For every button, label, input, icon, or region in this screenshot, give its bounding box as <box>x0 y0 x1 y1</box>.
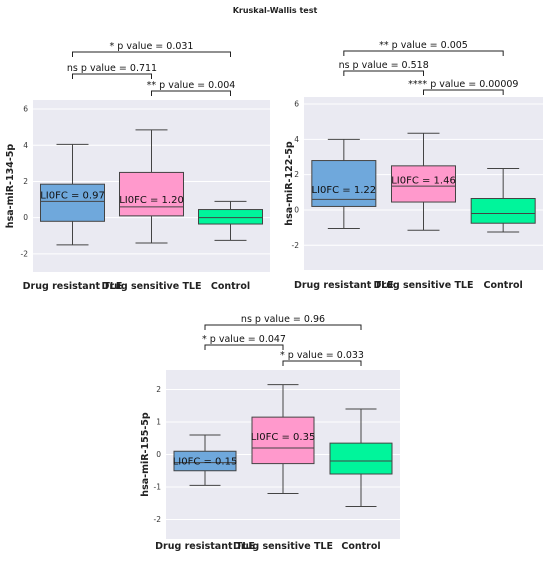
y-tick-label: 0 <box>156 450 161 459</box>
box-body <box>119 171 184 217</box>
chart-panel-2: -2 0 2 4 6 hsa-miR-122-5p LI0FC = 1.22 LI0FC = … <box>284 40 543 291</box>
y-axis-label: hsa-miR-122-5p <box>284 141 295 226</box>
significance-label: ns p value = 0.518 <box>339 60 429 71</box>
box-1 <box>40 143 105 246</box>
significance-bracket <box>343 70 424 76</box>
l2fc-label: LI0FC = 1.20 <box>119 195 184 206</box>
box-3 <box>329 408 393 507</box>
l2fc-label: LI0FC = 0.15 <box>173 457 238 468</box>
significance-label: **** p value = 0.00009 <box>408 79 518 90</box>
box-body <box>391 165 456 203</box>
y-tick-label: 0 <box>294 205 299 214</box>
box-body <box>329 442 393 475</box>
x-tick-label: Drug resistant TLE <box>155 541 255 552</box>
x-tick-label: Control <box>341 541 380 552</box>
y-tick-label: 2 <box>156 385 161 394</box>
x-tick-label: Control <box>484 280 523 291</box>
significance-bracket <box>151 90 231 96</box>
significance-bracket <box>282 360 362 366</box>
y-tick-label: 0 <box>23 213 28 222</box>
significance-bracket <box>204 344 284 350</box>
chart-panel-3: -2 -1 0 1 2 hsa-miR-155-5p LI0FC = 0.15 LI0FC =… <box>140 314 400 552</box>
chart-panel-1: -2 0 2 4 6 hsa-miR-134-5p LI0FC = 0.97 LI0FC = … <box>5 41 270 292</box>
y-tick-label: 6 <box>294 100 299 109</box>
significance-label: * p value = 0.033 <box>280 350 364 361</box>
box-3 <box>470 167 536 233</box>
significance-bracket <box>72 51 231 57</box>
y-tick-label: -2 <box>21 249 29 258</box>
l2fc-label: LI0FC = 1.46 <box>391 175 456 186</box>
y-tick-label: 4 <box>294 135 299 144</box>
x-tick-label: Drug resistant TLE <box>294 280 394 291</box>
box-body <box>251 416 315 465</box>
box-2 <box>391 132 456 231</box>
x-tick-label: Drug sensitive TLE <box>233 541 333 552</box>
y-tick-label: 1 <box>156 418 161 427</box>
significance-bracket <box>204 324 362 330</box>
figure-title: Kruskal-Wallis test <box>233 6 318 15</box>
y-tick-label: 2 <box>294 170 299 179</box>
y-axis-label: hsa-miR-155-5p <box>140 412 151 497</box>
y-tick-label: 2 <box>23 177 28 186</box>
x-tick-label: Drug sensitive TLE <box>374 280 474 291</box>
box-body <box>198 209 263 225</box>
box-body <box>173 450 237 472</box>
y-tick-label: 6 <box>23 105 28 114</box>
box-1 <box>311 138 377 230</box>
box-body <box>470 198 536 224</box>
significance-label: * p value = 0.047 <box>202 334 286 345</box>
x-tick-label: Drug resistant TLE <box>23 281 123 292</box>
significance-label: ns p value = 0.711 <box>67 63 157 74</box>
significance-label: * p value = 0.031 <box>110 41 194 52</box>
significance-bracket <box>343 50 504 56</box>
box-1 <box>173 434 237 486</box>
l2fc-label: LI0FC = 1.22 <box>312 185 377 196</box>
significance-label: ** p value = 0.005 <box>379 40 468 51</box>
x-tick-label: Control <box>211 281 250 292</box>
l2fc-label: LI0FC = 0.97 <box>40 191 105 202</box>
y-tick-label: -2 <box>292 241 300 250</box>
box-body <box>311 160 377 207</box>
box-body <box>40 183 105 222</box>
y-axis-label: hsa-miR-134-5p <box>5 144 16 229</box>
x-tick-label: Drug sensitive TLE <box>102 281 202 292</box>
box-2 <box>251 384 315 494</box>
y-tick-label: 4 <box>23 141 28 150</box>
l2fc-label: LI0FC = 0.35 <box>251 432 316 443</box>
y-tick-label: -2 <box>154 515 162 524</box>
significance-bracket <box>72 73 152 79</box>
significance-label: ns p value = 0.96 <box>241 314 325 325</box>
box-2 <box>119 129 184 244</box>
significance-bracket <box>423 89 504 95</box>
y-tick-label: -1 <box>154 483 162 492</box>
significance-label: ** p value = 0.004 <box>147 80 236 91</box>
box-3 <box>198 200 263 241</box>
